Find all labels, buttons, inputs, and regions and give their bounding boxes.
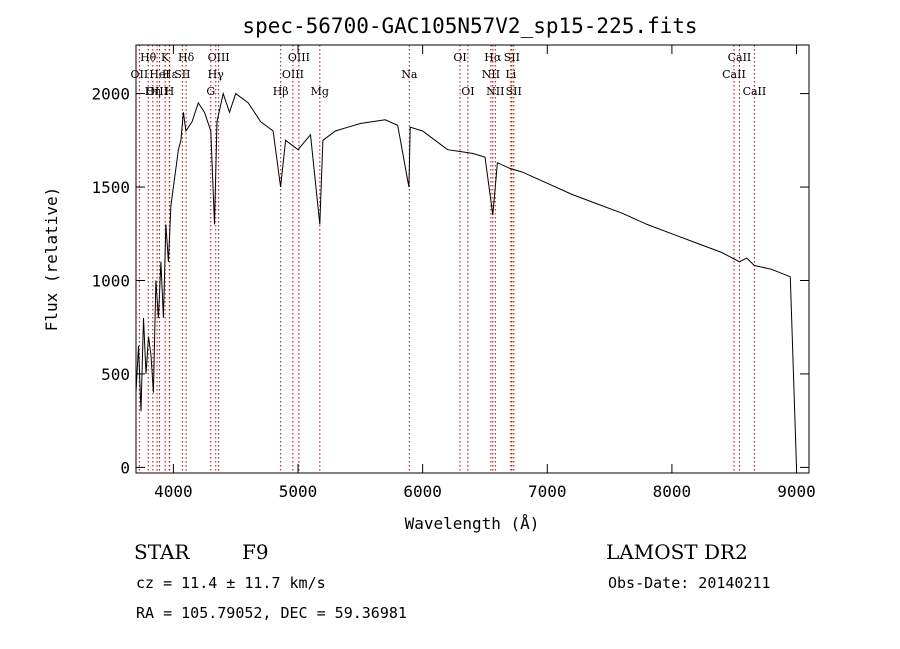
line-marker-label: CaII: [743, 85, 767, 98]
line-marker-label: Hβ: [273, 85, 289, 98]
x-tick-label: 7000: [528, 482, 567, 501]
y-tick-label: 500: [101, 365, 130, 384]
line-marker-label: OI: [453, 51, 466, 64]
line-marker-label: OIII: [208, 51, 230, 64]
line-marker-label: Hθ: [140, 51, 157, 64]
line-marker-label: Hδ: [178, 51, 195, 64]
line-marker-label: SII: [174, 68, 190, 81]
coordinates-text: RA = 105.79052, DEC = 59.36981: [136, 604, 407, 622]
line-marker-label: Na: [401, 68, 418, 81]
line-marker-label: G: [206, 85, 215, 98]
plot-frame: [135, 44, 810, 474]
line-marker-label: CaII: [728, 51, 752, 64]
chart-title: spec-56700-GAC105N57V2_sp15-225.fits: [242, 14, 697, 38]
x-tick-label: 8000: [653, 482, 692, 501]
line-marker-label: NII: [486, 85, 504, 98]
x-tick-label: 6000: [403, 482, 442, 501]
y-tick-label: 1000: [91, 271, 130, 290]
survey-name: LAMOST DR2: [606, 540, 748, 564]
line-marker-label: SII: [504, 51, 520, 64]
redshift-text: cz = 11.4 ± 11.7 km/s: [136, 574, 326, 592]
y-axis-label: Flux (relative): [42, 187, 61, 332]
x-tick-label: 4000: [154, 482, 193, 501]
object-subclass: F9: [242, 540, 269, 564]
line-marker-label: Hγ: [208, 68, 225, 81]
obs-date-text: Obs-Date: 20140211: [608, 574, 771, 592]
x-tick-label: 5000: [279, 482, 318, 501]
y-tick-label: 1500: [91, 178, 130, 197]
line-marker-label: OII: [131, 68, 149, 81]
line-marker-label: OIII: [282, 68, 304, 81]
line-marker-label: HeI: [149, 68, 169, 81]
line-marker-label: Mg: [311, 85, 329, 98]
spectrum-line: [135, 91, 797, 468]
y-tick-label: 0: [120, 458, 130, 477]
line-marker-label: K: [161, 51, 170, 64]
line-marker-label: SII: [506, 85, 522, 98]
object-class: STAR: [134, 540, 190, 564]
x-axis: 4000 5000 6000 7000 8000 9000: [154, 45, 816, 501]
line-marker-label: NII: [482, 68, 500, 81]
line-marker-label: OIII: [146, 85, 168, 98]
line-marker-label: Hα: [484, 51, 502, 64]
x-tick-label: 9000: [777, 482, 816, 501]
line-marker-label: OIII: [288, 51, 310, 64]
x-axis-label: Wavelength (Å): [405, 514, 540, 533]
line-marker-label: OI: [461, 85, 474, 98]
line-marker-label: H: [165, 85, 175, 98]
line-marker-label: Hη: [145, 85, 161, 98]
y-axis: 0 500 1000 1500 2000: [91, 85, 809, 477]
y-tick-label: 2000: [91, 85, 130, 104]
line-marker-label: CaII: [722, 68, 746, 81]
line-marker-label: Li: [505, 68, 516, 81]
